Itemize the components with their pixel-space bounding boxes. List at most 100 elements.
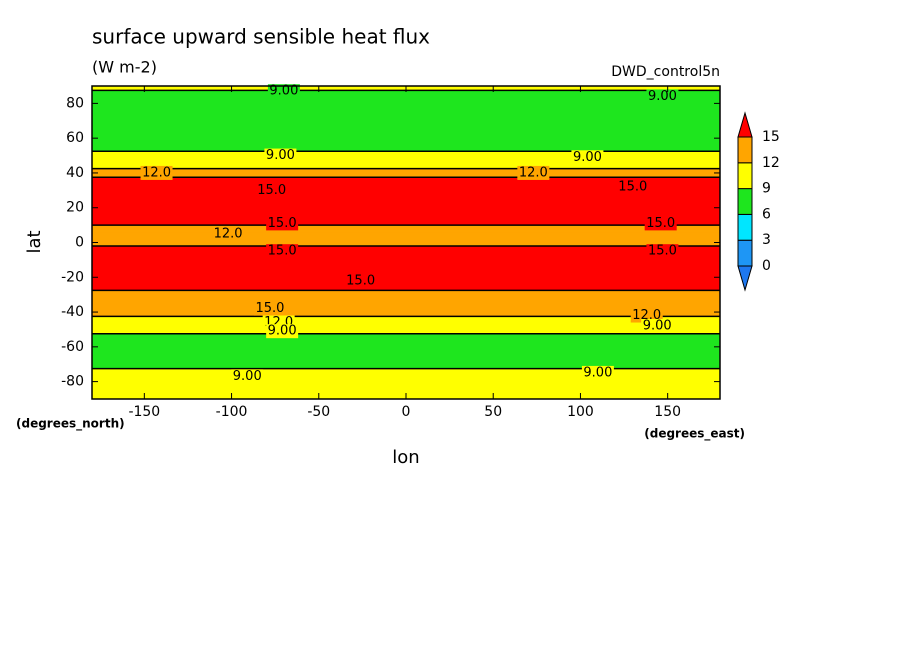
y-tick-label: 20: [66, 200, 84, 216]
contour-label: 15.0: [268, 216, 297, 231]
colorbar-box: [737, 136, 753, 164]
field-band: [92, 185, 720, 200]
contour-label: 12.0: [214, 226, 243, 241]
contour-label: 9.00: [268, 324, 297, 339]
colorbar-box: [737, 162, 753, 190]
contour-label: 12.0: [519, 165, 548, 180]
y-axis-label: lat: [24, 230, 45, 253]
field-band: [92, 254, 720, 270]
contour-label: 9.00: [233, 369, 262, 384]
contour-label-bg: [581, 365, 614, 380]
field-band: [92, 342, 720, 357]
y-tick-label: 40: [66, 165, 84, 181]
x-units: (degrees_east): [644, 427, 745, 442]
contour-label: 15.0: [257, 183, 286, 198]
field-band: [92, 325, 720, 335]
contour-label-bg: [255, 183, 288, 198]
contour-label: 9.00: [573, 150, 602, 165]
contour-label-bg: [517, 165, 550, 180]
contour-label: 9.00: [643, 318, 672, 333]
colorbar-label: 12: [762, 155, 780, 171]
field-band: [92, 142, 720, 152]
contour-label-bg: [644, 216, 677, 231]
x-tick-label: 150: [654, 404, 681, 420]
contour-label: 12.0: [142, 165, 171, 180]
field-band: [92, 151, 720, 161]
contour-label-bg: [253, 301, 286, 316]
contour-label-bg: [344, 273, 377, 288]
contour-label-bg: [231, 369, 264, 384]
x-tick-label: -100: [216, 404, 248, 420]
field-band: [92, 239, 720, 247]
field-band: [92, 268, 720, 283]
contour-label: 15.0: [618, 179, 647, 194]
contour-label: 15.0: [268, 244, 297, 259]
field-band: [92, 90, 720, 100]
chart-title: surface upward sensible heat flux: [92, 25, 430, 49]
x-tick-label: 50: [484, 404, 502, 420]
field-band: [92, 129, 720, 144]
y-tick-label: -40: [61, 304, 84, 320]
colorbar-triangle: [737, 265, 753, 292]
field-band: [92, 112, 720, 130]
contour-label-bg: [616, 179, 649, 194]
contour-label-bg: [266, 244, 299, 259]
field-band: [92, 199, 720, 216]
contour-label-bg: [646, 89, 679, 104]
contour-label-bg: [212, 226, 245, 241]
field-band: [92, 177, 720, 187]
field-band: [92, 159, 720, 170]
field-band: [92, 303, 720, 317]
y-tick-label: -60: [61, 339, 84, 355]
field-band: [92, 214, 720, 226]
colorbar-box: [737, 188, 753, 215]
contour-label: 9.00: [269, 84, 298, 99]
colorbar-box: [737, 239, 753, 267]
field-band: [92, 99, 720, 113]
x-tick-label: 100: [567, 404, 594, 420]
x-tick-label: 0: [402, 404, 411, 420]
field-band: [92, 290, 720, 304]
contour-label-bg: [266, 216, 299, 231]
colorbar-box: [737, 213, 753, 241]
contour-label: 15.0: [646, 216, 675, 231]
colorbar-triangle: [737, 111, 753, 138]
y-tick-label: -20: [61, 269, 84, 285]
x-tick-label: -50: [307, 404, 330, 420]
field-band: [92, 377, 720, 391]
field-band: [92, 232, 720, 240]
contour-label-bg: [140, 165, 173, 180]
contour-label-bg: [266, 324, 299, 339]
contour-label: 9.00: [583, 365, 612, 380]
field-band: [92, 225, 720, 233]
contour-label: 15.0: [648, 244, 677, 259]
field-band: [92, 355, 720, 370]
contour-label: 9.00: [648, 89, 677, 104]
field-band: [92, 368, 720, 378]
contour-label-bg: [646, 244, 679, 259]
y-tick-label: 60: [66, 130, 84, 146]
contour-label: 9.00: [266, 148, 295, 163]
colorbar-label: 0: [762, 258, 771, 274]
dataset-name: DWD_control5n: [611, 64, 720, 80]
colorbar-label: 3: [762, 232, 771, 248]
contour-label-bg: [267, 84, 300, 99]
y-tick-label: 0: [75, 235, 84, 251]
colorbar-label: 6: [762, 206, 771, 222]
field-band: [92, 316, 720, 326]
contour-label-bg: [571, 150, 604, 165]
contour-label: 15.0: [255, 301, 284, 316]
field-band: [92, 245, 720, 256]
y-tick-label: -80: [61, 374, 84, 390]
y-tick-label: 80: [66, 95, 84, 111]
units: (W m-2): [92, 58, 157, 77]
contour-label-bg: [641, 318, 674, 333]
x-tick-label: -150: [128, 404, 160, 420]
field-band: [92, 281, 720, 291]
colorbar-label: 15: [762, 129, 780, 145]
contour-label: 15.0: [346, 273, 375, 288]
x-axis-label: lon: [392, 447, 419, 468]
field-band: [92, 168, 720, 178]
y-units: (degrees_north): [16, 417, 125, 432]
